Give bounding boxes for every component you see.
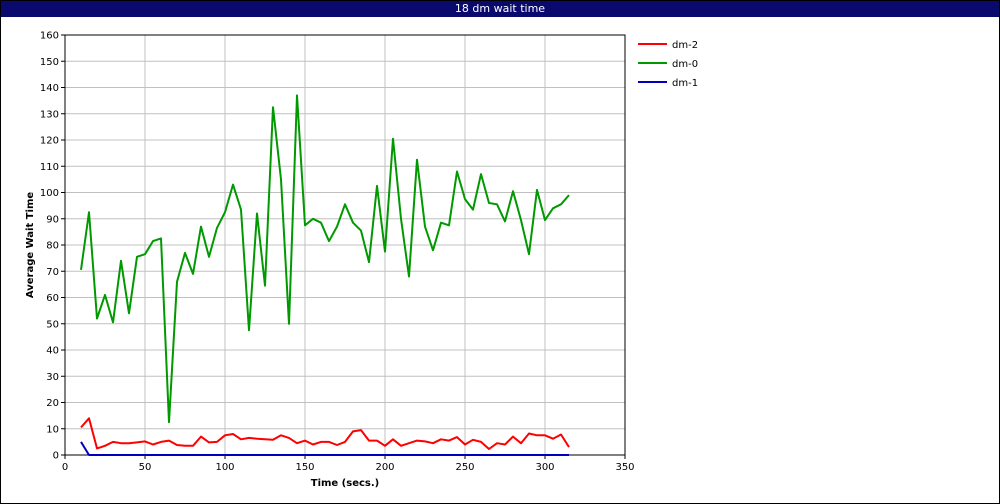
x-tick-label: 200 [375, 462, 394, 473]
y-tick-label: 40 [46, 346, 59, 357]
series-lines [80, 94, 570, 456]
x-tick-label: 50 [139, 462, 152, 473]
y-tick-label: 150 [40, 57, 59, 68]
y-tick-label: 120 [40, 136, 59, 147]
x-tick-label: 250 [455, 462, 474, 473]
y-tick-label: 30 [46, 372, 59, 383]
legend-label: dm-2 [672, 40, 698, 51]
y-tick-label: 160 [40, 31, 59, 42]
y-tick-label: 130 [40, 109, 59, 120]
chart-title: 18 dm wait time [1, 1, 999, 17]
axis-ticks: 0 50 100 150 200 250 300 350 0 10 20 30 40 50 60 70 80 90… [40, 31, 635, 474]
y-tick-label: 140 [40, 83, 59, 94]
y-tick-label: 110 [40, 162, 59, 173]
legend-label: dm-1 [672, 78, 698, 89]
legend-label: dm-0 [672, 59, 698, 70]
y-tick-label: 60 [46, 293, 59, 304]
y-tick-label: 90 [46, 214, 59, 225]
y-tick-label: 20 [46, 398, 59, 409]
y-tick-label: 80 [46, 241, 59, 252]
series-line-dm-0 [80, 94, 570, 424]
x-tick-label: 300 [535, 462, 554, 473]
y-tick-label: 100 [40, 188, 59, 199]
y-tick-label: 50 [46, 319, 59, 330]
y-tick-label: 0 [53, 451, 59, 462]
x-tick-label: 0 [62, 462, 68, 473]
x-tick-label: 150 [295, 462, 314, 473]
series-line-dm-1 [80, 441, 569, 456]
y-tick-label: 10 [46, 424, 59, 435]
legend: dm-2 dm-0 dm-1 [638, 40, 698, 89]
x-axis-title: Time (secs.) [311, 478, 380, 489]
grid [65, 35, 625, 455]
x-tick-label: 350 [615, 462, 634, 473]
series-line-dm-2 [80, 417, 570, 450]
x-tick-label: 100 [215, 462, 234, 473]
y-axis-title: Average Wait Time [25, 192, 36, 299]
y-tick-label: 70 [46, 267, 59, 278]
